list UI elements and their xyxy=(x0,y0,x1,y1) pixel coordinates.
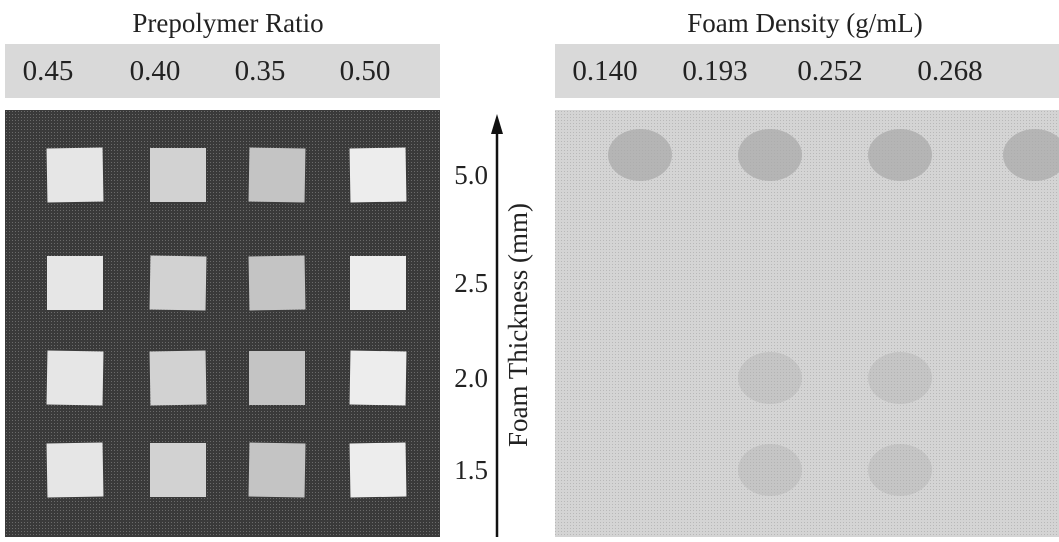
foam-sample xyxy=(349,442,407,498)
left-value-bar xyxy=(5,44,440,98)
density-label: 0.193 xyxy=(682,55,747,87)
ratio-label: 0.50 xyxy=(340,55,391,87)
foam-sample xyxy=(350,256,406,310)
sample-shadow xyxy=(738,352,802,404)
ratio-label: 0.35 xyxy=(235,55,286,87)
foam-sample xyxy=(150,148,206,202)
foam-sample xyxy=(248,255,306,311)
arrow-head xyxy=(491,114,503,134)
foam-sample xyxy=(349,147,407,203)
ratio-label: 0.40 xyxy=(130,55,181,87)
foam-sample xyxy=(150,443,206,497)
sample-shadow xyxy=(738,129,802,181)
thickness-label: 1.5 xyxy=(454,455,488,485)
foam-sample xyxy=(249,351,305,405)
sample-shadow xyxy=(738,444,802,496)
thickness-label: 2.5 xyxy=(454,268,488,298)
sample-shadow xyxy=(868,129,932,181)
density-label: 0.268 xyxy=(917,55,982,87)
density-label: 0.252 xyxy=(797,55,862,87)
foam-sample xyxy=(46,350,104,406)
density-label: 0.140 xyxy=(572,55,637,87)
sample-shadow xyxy=(1003,129,1059,181)
ratio-label: 0.45 xyxy=(23,55,74,87)
left-title: Prepolymer Ratio xyxy=(132,8,323,38)
sample-shadow xyxy=(868,352,932,404)
thickness-label: 5.0 xyxy=(454,160,488,190)
right-photo xyxy=(555,110,1059,537)
axis-label: Foam Thickness (mm) xyxy=(503,203,533,447)
right-title: Foam Density (g/mL) xyxy=(687,8,922,38)
foam-sample xyxy=(248,442,306,498)
foam-sample xyxy=(46,147,104,203)
foam-sample xyxy=(46,442,104,498)
right-value-bar xyxy=(555,44,1059,98)
foam-sample xyxy=(47,256,103,310)
foam-sample xyxy=(248,147,306,203)
sample-shadow xyxy=(608,129,672,181)
thickness-label: 2.0 xyxy=(454,363,488,393)
foam-sample xyxy=(149,255,207,311)
foam-sample xyxy=(349,350,407,406)
sample-shadow xyxy=(868,444,932,496)
foam-sample xyxy=(149,350,207,406)
